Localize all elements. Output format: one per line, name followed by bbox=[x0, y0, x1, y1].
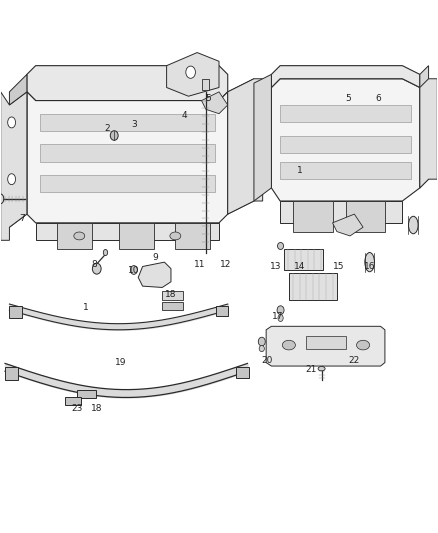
Polygon shape bbox=[228, 79, 254, 214]
Text: 3: 3 bbox=[131, 120, 137, 129]
Ellipse shape bbox=[409, 216, 418, 234]
Ellipse shape bbox=[8, 117, 15, 128]
Ellipse shape bbox=[278, 243, 284, 249]
Polygon shape bbox=[293, 201, 332, 231]
Text: 13: 13 bbox=[270, 262, 282, 271]
Polygon shape bbox=[119, 223, 153, 249]
Ellipse shape bbox=[365, 253, 374, 272]
Ellipse shape bbox=[8, 174, 15, 184]
Polygon shape bbox=[266, 326, 385, 366]
Polygon shape bbox=[40, 144, 215, 161]
Text: 2: 2 bbox=[105, 125, 110, 133]
Ellipse shape bbox=[258, 337, 265, 346]
Polygon shape bbox=[228, 79, 263, 214]
Polygon shape bbox=[138, 262, 171, 287]
Bar bbox=[306, 336, 346, 350]
Text: 1: 1 bbox=[83, 303, 89, 312]
Polygon shape bbox=[57, 223, 92, 249]
Ellipse shape bbox=[110, 131, 118, 140]
Ellipse shape bbox=[74, 232, 85, 240]
Text: 15: 15 bbox=[333, 262, 345, 271]
Ellipse shape bbox=[103, 249, 108, 256]
Text: 4: 4 bbox=[181, 111, 187, 120]
Polygon shape bbox=[420, 66, 428, 188]
Polygon shape bbox=[162, 302, 183, 310]
Text: 14: 14 bbox=[294, 262, 305, 271]
Bar bbox=[162, 290, 183, 300]
Polygon shape bbox=[420, 79, 437, 188]
Ellipse shape bbox=[357, 340, 370, 350]
Ellipse shape bbox=[0, 194, 4, 204]
Bar bbox=[202, 79, 209, 90]
Polygon shape bbox=[40, 114, 215, 131]
Polygon shape bbox=[10, 75, 27, 105]
Ellipse shape bbox=[318, 367, 325, 371]
Text: 21: 21 bbox=[305, 365, 316, 374]
Ellipse shape bbox=[170, 232, 181, 240]
Polygon shape bbox=[27, 66, 228, 101]
Text: 20: 20 bbox=[261, 356, 273, 365]
Bar bbox=[284, 249, 323, 270]
Polygon shape bbox=[272, 79, 420, 201]
Polygon shape bbox=[10, 306, 21, 318]
Polygon shape bbox=[166, 53, 219, 96]
Polygon shape bbox=[5, 367, 18, 380]
Polygon shape bbox=[280, 161, 411, 179]
Polygon shape bbox=[280, 201, 403, 223]
Polygon shape bbox=[77, 391, 96, 398]
Text: 19: 19 bbox=[115, 358, 127, 367]
Ellipse shape bbox=[277, 306, 284, 314]
Polygon shape bbox=[35, 223, 219, 240]
Ellipse shape bbox=[92, 263, 101, 274]
Text: 12: 12 bbox=[220, 260, 231, 269]
Text: 10: 10 bbox=[128, 266, 140, 276]
Polygon shape bbox=[332, 214, 363, 236]
Polygon shape bbox=[280, 105, 411, 123]
Text: 11: 11 bbox=[194, 260, 205, 269]
Polygon shape bbox=[254, 75, 272, 201]
Ellipse shape bbox=[283, 340, 295, 350]
Text: 18: 18 bbox=[165, 290, 177, 300]
Polygon shape bbox=[215, 306, 228, 316]
Polygon shape bbox=[280, 135, 411, 153]
Text: 1: 1 bbox=[297, 166, 303, 175]
Text: 5: 5 bbox=[345, 94, 351, 103]
Text: 6: 6 bbox=[375, 94, 381, 103]
Polygon shape bbox=[175, 223, 210, 249]
Text: 17: 17 bbox=[272, 312, 284, 321]
Polygon shape bbox=[236, 367, 249, 378]
Text: 8: 8 bbox=[92, 260, 97, 269]
Polygon shape bbox=[40, 175, 215, 192]
Text: 22: 22 bbox=[349, 356, 360, 365]
Polygon shape bbox=[1, 92, 27, 240]
Text: 16: 16 bbox=[364, 262, 375, 271]
Ellipse shape bbox=[278, 314, 283, 321]
Ellipse shape bbox=[259, 345, 265, 352]
Bar bbox=[289, 273, 337, 300]
Text: 23: 23 bbox=[71, 404, 83, 413]
Polygon shape bbox=[27, 92, 228, 223]
Polygon shape bbox=[10, 92, 27, 227]
Ellipse shape bbox=[186, 66, 195, 78]
Polygon shape bbox=[65, 398, 81, 405]
Polygon shape bbox=[272, 66, 420, 87]
Polygon shape bbox=[201, 92, 228, 114]
Text: 5: 5 bbox=[205, 94, 211, 103]
Ellipse shape bbox=[131, 265, 138, 274]
Polygon shape bbox=[346, 201, 385, 231]
Text: 9: 9 bbox=[153, 253, 159, 262]
Text: 18: 18 bbox=[91, 404, 102, 413]
Text: 7: 7 bbox=[19, 214, 25, 223]
